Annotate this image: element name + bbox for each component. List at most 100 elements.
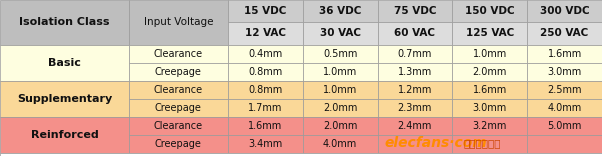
Bar: [377, 45, 452, 63]
Text: 60 VAC: 60 VAC: [394, 28, 435, 39]
Text: 1.0mm: 1.0mm: [323, 67, 357, 77]
Text: Clearance: Clearance: [154, 121, 203, 131]
Bar: [527, 22, 602, 45]
Text: 12 VAC: 12 VAC: [245, 28, 286, 39]
Bar: [0, 81, 129, 117]
Text: Reinforced: Reinforced: [31, 130, 98, 140]
Bar: [129, 45, 228, 63]
Bar: [527, 0, 602, 22]
Text: 2.0mm: 2.0mm: [323, 121, 357, 131]
Text: Clearance: Clearance: [154, 49, 203, 59]
Bar: [228, 117, 303, 135]
Text: 0.7mm: 0.7mm: [398, 49, 432, 59]
Text: 4.0mm: 4.0mm: [323, 139, 357, 149]
Bar: [377, 81, 452, 99]
Bar: [0, 117, 129, 153]
Bar: [228, 99, 303, 117]
Bar: [377, 135, 452, 153]
Bar: [527, 45, 602, 63]
Text: 0.8mm: 0.8mm: [248, 85, 282, 95]
Text: Supplementary: Supplementary: [17, 94, 112, 104]
Bar: [303, 22, 377, 45]
Text: 5.0mm: 5.0mm: [547, 121, 582, 131]
Text: 1.7mm: 1.7mm: [248, 103, 282, 113]
Bar: [0, 45, 129, 81]
Bar: [129, 63, 228, 81]
Text: 3.0mm: 3.0mm: [473, 103, 507, 113]
Text: 4.0mm: 4.0mm: [547, 103, 582, 113]
Text: 1.0mm: 1.0mm: [473, 49, 507, 59]
Bar: [129, 99, 228, 117]
Bar: [452, 0, 527, 22]
Text: 2.5mm: 2.5mm: [547, 85, 582, 95]
Text: elecfans·com: elecfans·com: [385, 136, 488, 150]
Text: 36 VDC: 36 VDC: [319, 6, 361, 16]
Bar: [377, 22, 452, 45]
Bar: [129, 117, 228, 135]
Text: 2.0mm: 2.0mm: [323, 103, 357, 113]
Text: 3.2mm: 3.2mm: [473, 121, 507, 131]
Bar: [0, 153, 602, 156]
Bar: [377, 63, 452, 81]
Text: Basic: Basic: [48, 58, 81, 68]
Bar: [527, 81, 602, 99]
Bar: [228, 135, 303, 153]
Bar: [377, 99, 452, 117]
Text: 1.6mm: 1.6mm: [248, 121, 282, 131]
Text: 3.4mm: 3.4mm: [248, 139, 282, 149]
Text: 15 VDC: 15 VDC: [244, 6, 287, 16]
Text: 2.4mm: 2.4mm: [398, 121, 432, 131]
Bar: [303, 0, 377, 22]
Bar: [527, 117, 602, 135]
Bar: [452, 81, 527, 99]
Bar: [527, 99, 602, 117]
Bar: [452, 63, 527, 81]
Bar: [0, 0, 129, 45]
Text: 1.6mm: 1.6mm: [547, 49, 582, 59]
Bar: [452, 45, 527, 63]
Text: 0.8mm: 0.8mm: [248, 67, 282, 77]
Bar: [452, 99, 527, 117]
Text: Creepage: Creepage: [155, 67, 202, 77]
Bar: [452, 135, 527, 153]
Bar: [228, 81, 303, 99]
Bar: [303, 81, 377, 99]
Bar: [303, 99, 377, 117]
Text: Creepage: Creepage: [155, 139, 202, 149]
Bar: [452, 22, 527, 45]
Text: 150 VDC: 150 VDC: [465, 6, 515, 16]
Bar: [228, 45, 303, 63]
Text: - - - - - - - - - - - - - - - - - - - - - - - - - - - - - - - - - - - - - - - - : - - - - - - - - - - - - - - - - - - - - …: [171, 155, 431, 156]
Bar: [527, 63, 602, 81]
Text: Input Voltage: Input Voltage: [144, 17, 213, 27]
Text: Isolation Class: Isolation Class: [19, 17, 110, 27]
Text: 电子发烧友网: 电子发烧友网: [464, 138, 501, 148]
Text: 1.3mm: 1.3mm: [398, 67, 432, 77]
Text: 1.6mm: 1.6mm: [473, 85, 507, 95]
Bar: [303, 45, 377, 63]
Text: 300 VDC: 300 VDC: [540, 6, 589, 16]
Text: 2.0mm: 2.0mm: [473, 67, 507, 77]
Text: 250 VAC: 250 VAC: [541, 28, 589, 39]
Text: 2.3mm: 2.3mm: [398, 103, 432, 113]
Bar: [452, 117, 527, 135]
Text: Clearance: Clearance: [154, 85, 203, 95]
Bar: [303, 63, 377, 81]
Bar: [228, 0, 303, 22]
Bar: [228, 22, 303, 45]
Bar: [377, 0, 452, 22]
Text: 0.5mm: 0.5mm: [323, 49, 357, 59]
Bar: [303, 117, 377, 135]
Bar: [129, 0, 228, 45]
Text: 0.4mm: 0.4mm: [248, 49, 282, 59]
Text: 30 VAC: 30 VAC: [320, 28, 361, 39]
Bar: [527, 135, 602, 153]
Text: Creepage: Creepage: [155, 103, 202, 113]
Bar: [129, 81, 228, 99]
Bar: [129, 135, 228, 153]
Text: 3.0mm: 3.0mm: [547, 67, 582, 77]
Text: 1.0mm: 1.0mm: [323, 85, 357, 95]
Text: 75 VDC: 75 VDC: [394, 6, 436, 16]
Text: 125 VAC: 125 VAC: [465, 28, 514, 39]
Text: 1.2mm: 1.2mm: [398, 85, 432, 95]
